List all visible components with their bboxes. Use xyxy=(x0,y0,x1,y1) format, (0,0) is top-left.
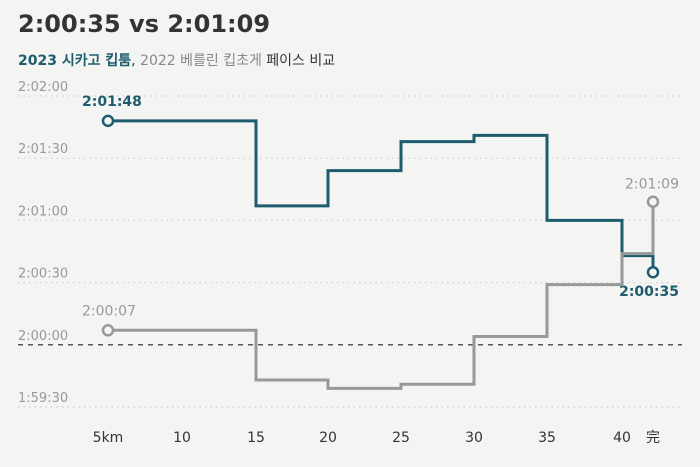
series-start-label: 2:00:07 xyxy=(82,303,136,319)
x-tick-label: 40 xyxy=(613,430,631,446)
series-end-marker xyxy=(646,195,660,208)
y-tick-label: 2:02:00 xyxy=(18,80,68,95)
y-tick-label: 1:59:30 xyxy=(18,391,68,406)
series-line-kiptum xyxy=(108,119,655,273)
series-line-kipchoge xyxy=(108,201,655,390)
subtitle-kiptum: 2023 시카고 킵툼 xyxy=(18,53,132,69)
y-tick-label: 2:00:30 xyxy=(18,267,68,282)
x-tick-label: 30 xyxy=(465,430,483,446)
x-tick-label: 15 xyxy=(247,430,265,446)
series-end-label: 2:01:09 xyxy=(625,177,679,193)
series-start-label: 2:01:48 xyxy=(82,94,142,110)
x-tick-label: 10 xyxy=(173,430,191,446)
x-tick-label: 20 xyxy=(319,430,337,446)
series-start-marker xyxy=(101,324,115,337)
series-start-marker xyxy=(101,114,115,128)
series-end-label: 2:00:35 xyxy=(619,284,679,300)
y-tick-label: 2:01:30 xyxy=(18,142,68,157)
subtitle-suffix: 페이스 비교 xyxy=(261,53,336,69)
y-tick-label: 2:00:00 xyxy=(18,329,68,344)
y-tick-label: 2:01:00 xyxy=(18,204,68,219)
series-end-marker xyxy=(646,265,660,279)
x-tick-label: 完 xyxy=(646,430,660,446)
x-tick-label: 25 xyxy=(392,430,410,446)
x-tick-label: 35 xyxy=(538,430,556,446)
chart-title: 2:00:35 vs 2:01:09 xyxy=(18,10,271,38)
subtitle-kipchoge: 2022 베를린 킵초게 xyxy=(140,53,262,69)
x-tick-label: 5km xyxy=(93,430,124,446)
subtitle-separator: , xyxy=(131,53,141,69)
chart-subtitle: 2023 시카고 킵툼, 2022 베를린 킵초게 페이스 비교 xyxy=(18,50,335,70)
